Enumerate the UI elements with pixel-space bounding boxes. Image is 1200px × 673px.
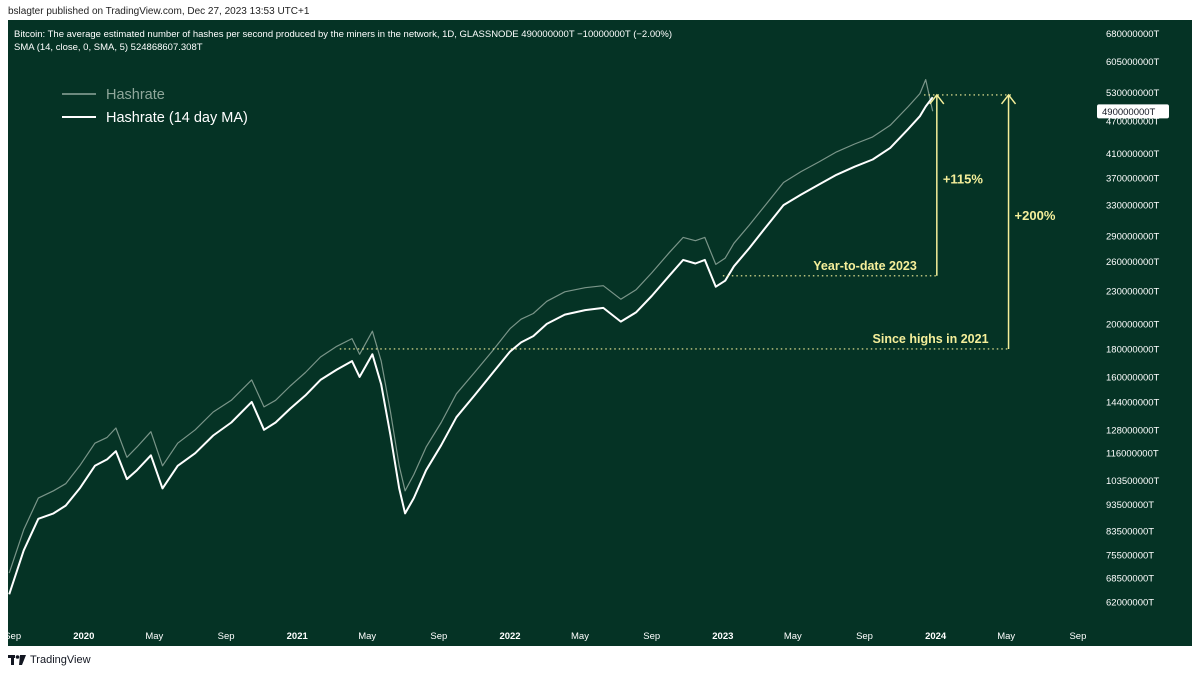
last-value-label: 490000000T — [1102, 107, 1156, 118]
y-tick-label: 68500000T — [1106, 574, 1154, 585]
x-tick-label: 2022 — [499, 631, 520, 642]
published-by-line: bslagter published on TradingView.com, D… — [8, 6, 310, 17]
arrow-2021-label: +200% — [1015, 208, 1056, 223]
y-tick-label: 116000000T — [1106, 449, 1159, 460]
y-tick-label: 62000000T — [1106, 597, 1154, 608]
hashrate-chart: Bitcoin: The average estimated number of… — [0, 20, 1200, 646]
y-tick-label: 93500000T — [1106, 500, 1154, 511]
price-axis-background — [1096, 20, 1192, 626]
series-line-hashrate — [8, 79, 934, 574]
arrow-2021-head — [1000, 93, 1017, 105]
legend-label-ma: Hashrate (14 day MA) — [106, 110, 248, 126]
arrow-ytd-head — [929, 93, 945, 105]
y-tick-label: 160000000T — [1106, 372, 1160, 383]
y-tick-label: 290000000T — [1106, 231, 1160, 242]
y-tick-label: 200000000T — [1106, 319, 1160, 330]
arrow-ytd-label: +115% — [943, 171, 984, 186]
y-tick-label: 330000000T — [1106, 201, 1160, 212]
time-axis-background — [8, 626, 1192, 646]
y-tick-label: 180000000T — [1106, 344, 1160, 355]
y-tick-label: 470000000T — [1106, 117, 1160, 128]
y-tick-label: 128000000T — [1106, 425, 1160, 436]
legend: Hashrate Hashrate (14 day MA) — [62, 87, 248, 126]
y-tick-label: 144000000T — [1106, 397, 1160, 408]
sma-description: SMA (14, close, 0, SMA, 5) 524868607.308… — [14, 42, 203, 53]
x-tick-label: 2023 — [712, 631, 733, 642]
x-tick-label: May — [784, 631, 802, 642]
x-tick-label: Sep — [218, 631, 235, 642]
x-tick-label: Sep — [430, 631, 447, 642]
tradingview-logo-icon — [8, 655, 26, 665]
x-tick-label: Sep — [1069, 631, 1086, 642]
x-tick-label: May — [145, 631, 163, 642]
y-tick-label: 83500000T — [1106, 527, 1154, 538]
y-tick-label: 605000000T — [1106, 57, 1160, 68]
x-tick-label: Sep — [643, 631, 660, 642]
x-tick-label: May — [997, 631, 1015, 642]
tradingview-footer[interactable]: TradingView — [8, 652, 91, 668]
annotation-layer: +115% +200% Year-to-date 2023 Since highs i… — [339, 93, 1056, 350]
series-line-hashrate-ma — [8, 96, 934, 595]
x-tick-label: Sep — [4, 631, 21, 642]
x-tick-label: 2020 — [73, 631, 94, 642]
y-tick-label: 530000000T — [1106, 88, 1160, 99]
label-year-to-date: Year-to-date 2023 — [813, 259, 917, 273]
x-tick-label: 2021 — [287, 631, 309, 642]
y-tick-label: 260000000T — [1106, 257, 1160, 268]
y-tick-label: 410000000T — [1106, 149, 1160, 160]
series-description: Bitcoin: The average estimated number of… — [14, 29, 672, 40]
y-tick-label: 75500000T — [1106, 551, 1154, 562]
series-layer — [8, 79, 934, 595]
y-tick-label: 680000000T — [1106, 29, 1160, 40]
legend-label-hashrate: Hashrate — [106, 87, 165, 103]
y-tick-label: 230000000T — [1106, 286, 1160, 297]
x-tick-label: Sep — [856, 631, 873, 642]
y-tick-label: 370000000T — [1106, 173, 1160, 184]
chart-svg: Bitcoin: The average estimated number of… — [4, 20, 1192, 646]
x-tick-label: May — [358, 631, 376, 642]
last-value-marker — [1097, 104, 1169, 119]
chart-header: Bitcoin: The average estimated number of… — [14, 29, 672, 53]
x-tick-label: 2024 — [925, 631, 947, 642]
time-axis[interactable]: Sep 2020 May Sep 2021 May Sep 2022 May Sep 2023 May… — [4, 631, 1086, 642]
tradingview-brand: TradingView — [30, 654, 91, 666]
y-tick-label: 103500000T — [1106, 476, 1160, 487]
price-axis[interactable]: 680000000T 605000000T 530000000T 470000000T… — [1097, 29, 1169, 608]
label-since-highs-2021: Since highs in 2021 — [873, 332, 989, 346]
x-tick-label: May — [571, 631, 589, 642]
